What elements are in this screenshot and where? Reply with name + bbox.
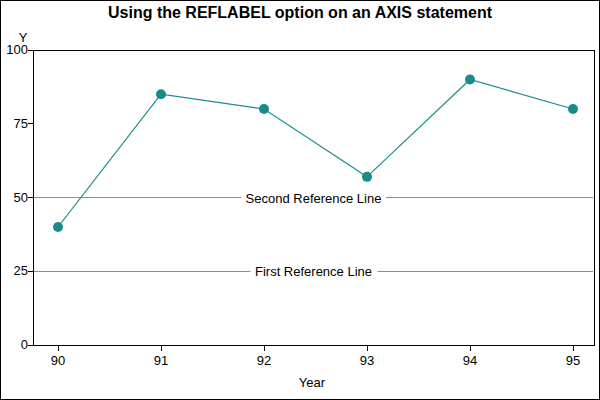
reference-line-label: Second Reference Line [241,190,387,205]
x-tick-label: 92 [257,354,271,368]
x-axis-label: Year [1,375,599,390]
y-tick-label: 75 [1,117,28,131]
data-point-marker [259,104,269,114]
x-tick-label: 94 [463,354,477,368]
x-tick-label: 90 [51,354,65,368]
data-point-marker [568,104,578,114]
data-point-marker [53,222,63,232]
graph-window: Using the REFLABEL option on an AXIS sta… [0,0,600,400]
data-point-marker [156,89,166,99]
data-point-marker [362,172,372,182]
y-tick-label: 25 [1,264,28,278]
y-tick-label: 100 [1,43,28,57]
reference-line-label: First Reference Line [250,264,377,279]
data-point-marker [465,75,475,85]
x-tick-label: 95 [566,354,580,368]
x-tick-label: 91 [154,354,168,368]
x-tick-label: 93 [360,354,374,368]
y-tick-label: 50 [1,191,28,205]
y-tick-label: 0 [1,338,28,352]
